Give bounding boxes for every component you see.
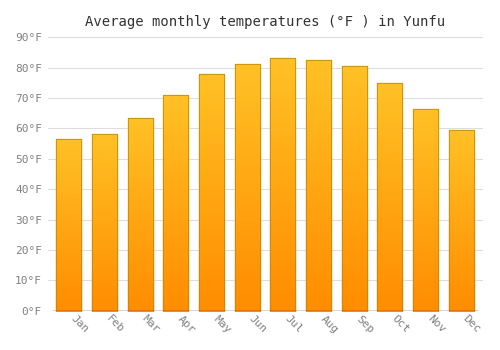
Title: Average monthly temperatures (°F ) in Yunfu: Average monthly temperatures (°F ) in Yu… xyxy=(85,15,445,29)
